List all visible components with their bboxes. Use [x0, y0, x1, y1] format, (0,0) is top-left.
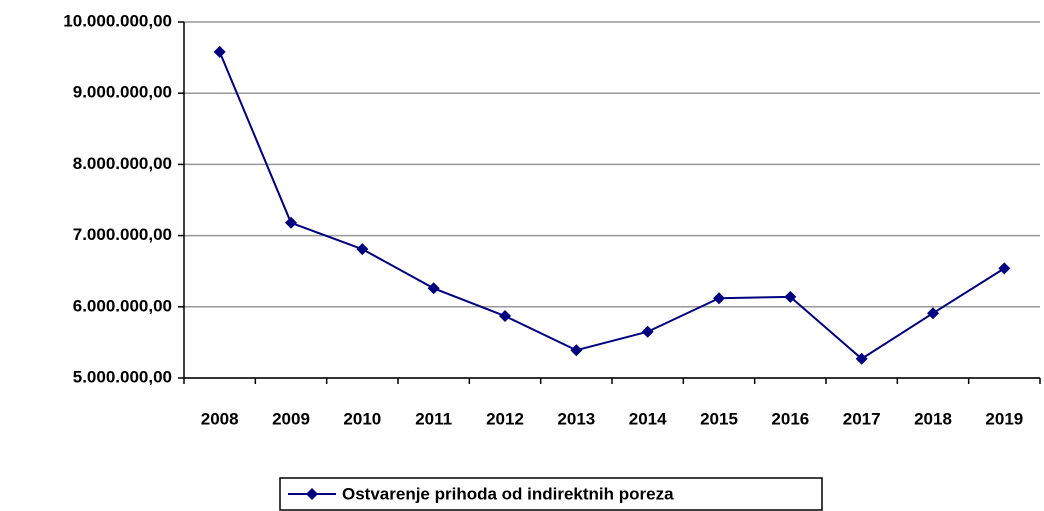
point-marker [855, 352, 868, 365]
x-tick-label: 2015 [700, 409, 738, 428]
point-marker [285, 216, 297, 229]
point-marker [784, 290, 797, 303]
x-tick-label: 2013 [557, 409, 595, 428]
x-tick-label: 2018 [914, 409, 952, 428]
point-marker [927, 307, 939, 320]
y-tick-label: 7.000.000,00 [73, 225, 172, 244]
y-tick-label: 5.000.000,00 [73, 367, 172, 386]
y-tick-label: 6.000.000,00 [73, 296, 172, 315]
x-tick-label: 2016 [771, 409, 809, 428]
point-marker [427, 282, 440, 295]
y-tick-label: 10.000.000,00 [63, 11, 172, 30]
legend-box [279, 477, 823, 511]
x-tick-label: 2011 [415, 409, 452, 428]
point-marker [570, 344, 583, 357]
point-marker [713, 292, 725, 305]
legend-label: Ostvarenje prihoda od indirektnih poreza [342, 484, 674, 503]
y-tick-label: 8.000.000,00 [73, 154, 172, 173]
x-tick-label: 2010 [343, 409, 381, 428]
x-tick-label: 2009 [272, 409, 310, 428]
series-line [218, 51, 1005, 361]
y-tick-label: 9.000.000,00 [73, 83, 172, 102]
legend-marker [306, 488, 318, 500]
x-tick-label: 2019 [985, 409, 1023, 428]
point-marker [356, 243, 369, 256]
x-tick-label: 2008 [201, 409, 239, 428]
point-marker [499, 310, 511, 323]
x-tick-label: 2014 [629, 409, 667, 428]
x-tick-label: 2017 [843, 409, 881, 428]
point-marker [213, 45, 226, 58]
point-marker [641, 325, 654, 338]
point-marker [998, 262, 1011, 275]
x-tick-label: 2012 [486, 409, 524, 428]
